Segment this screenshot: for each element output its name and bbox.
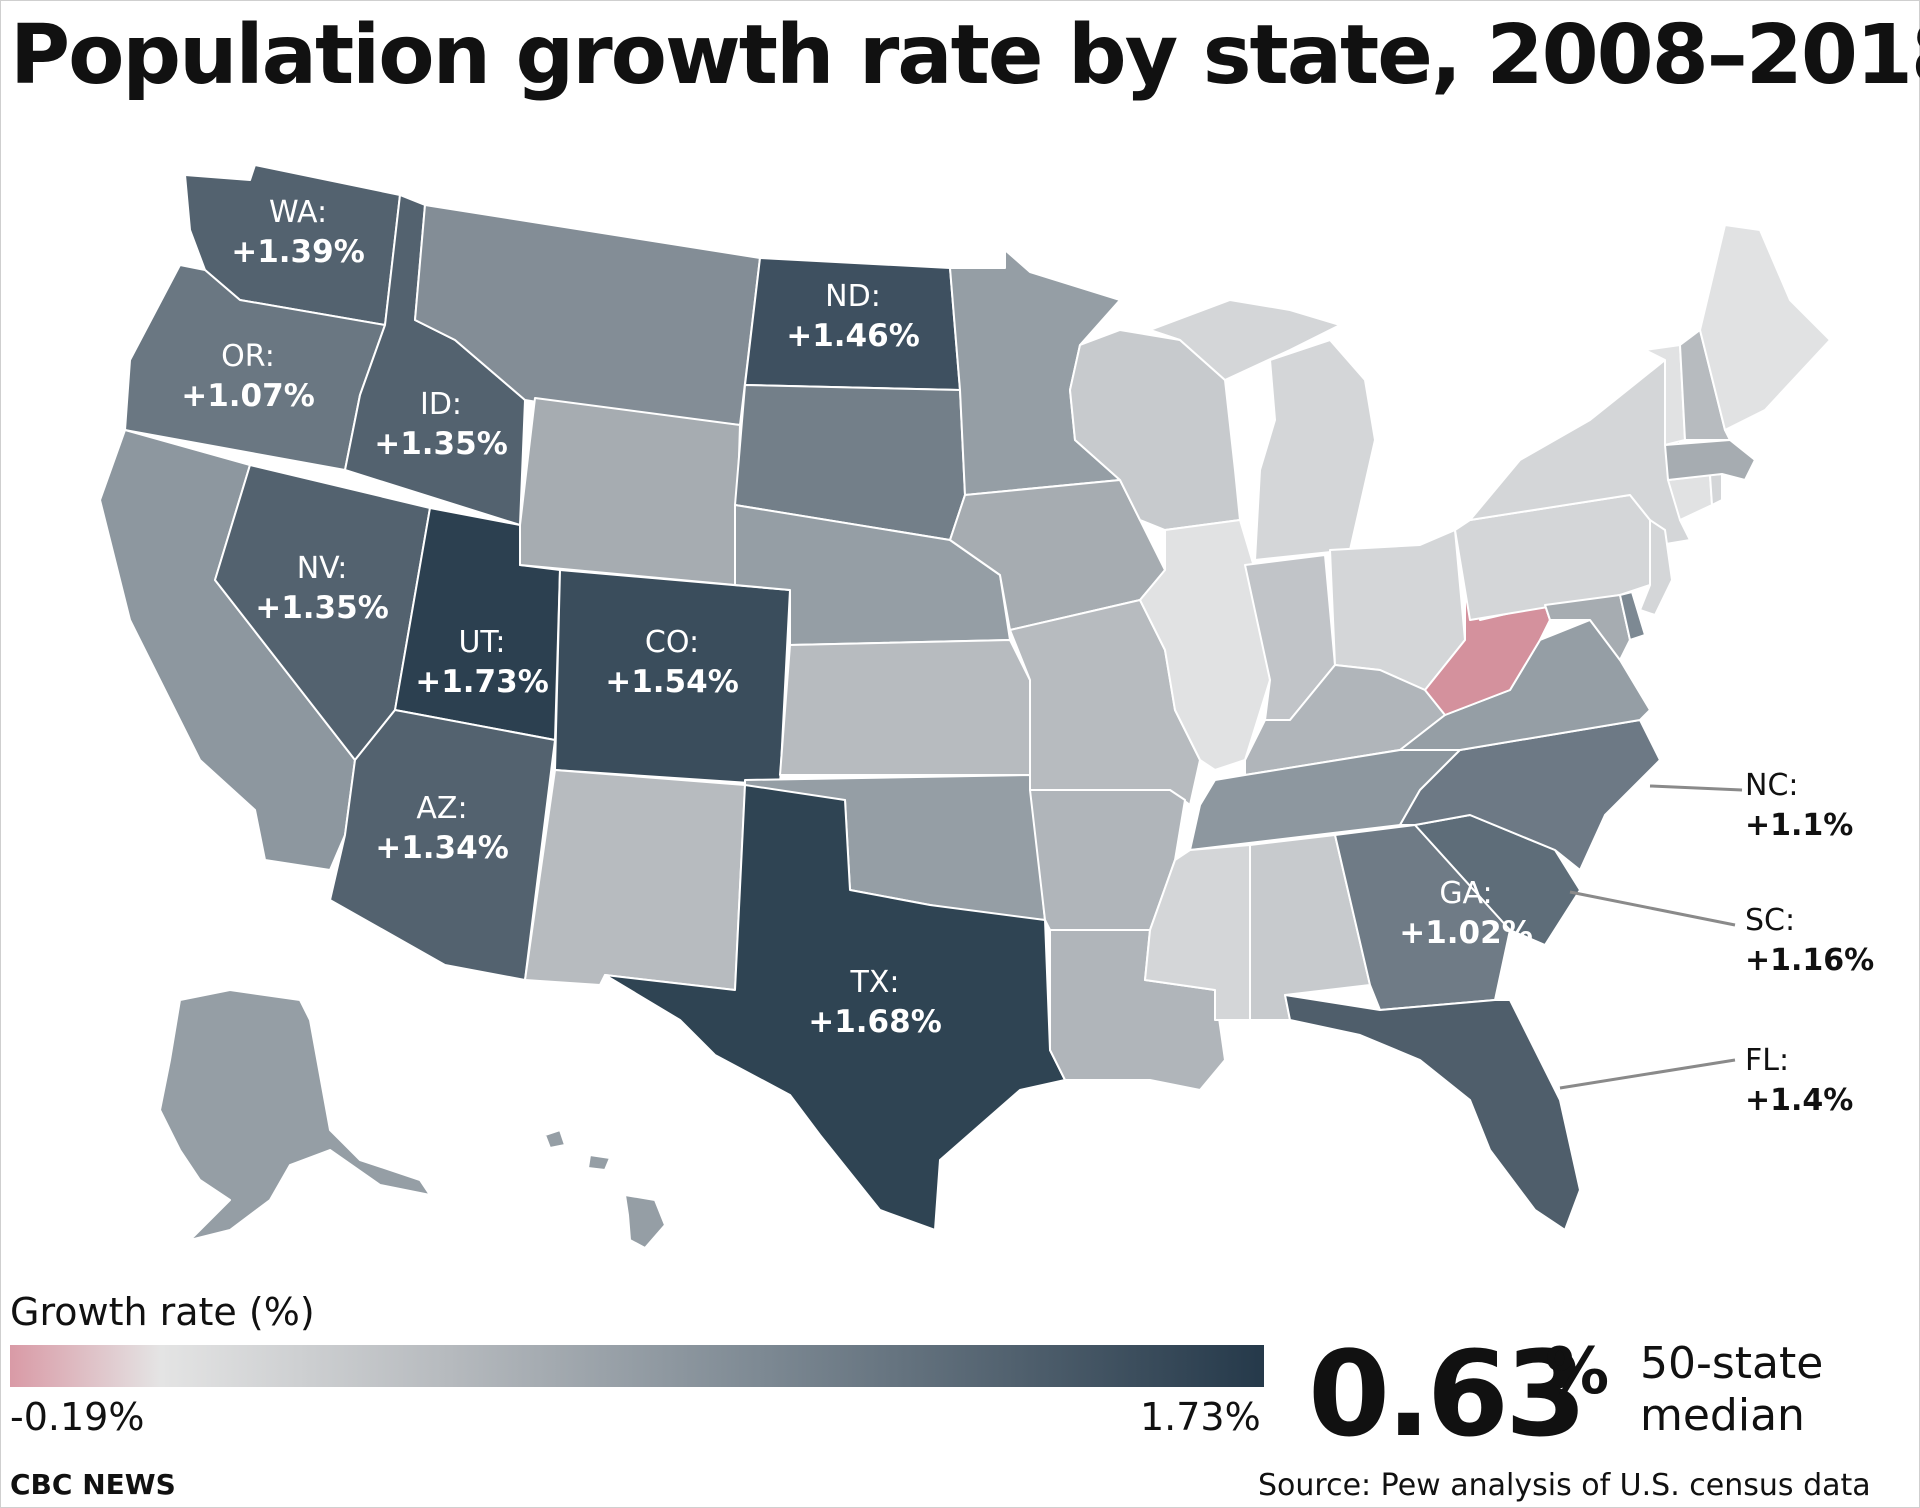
state-label-code: OR: (221, 339, 275, 374)
callout-leaders (1559, 784, 1743, 1090)
state-label-code: CO: (645, 625, 699, 660)
legend-title: Growth rate (%) (10, 1290, 315, 1334)
state-label-code: WA: (269, 195, 327, 230)
nc-leader-line (1649, 784, 1743, 792)
fl-callout-value: +1.4% (1745, 1083, 1854, 1118)
sc-leader-line (1569, 890, 1736, 927)
brand-logo-text: CBC NEWS (10, 1468, 176, 1501)
state-MI-UP (1149, 299, 1341, 381)
state-WY (519, 397, 741, 586)
us-choropleth-map: WA: +1.39% OR: +1.07% ID: +1.35% NV: +1.35% UT: +… (99, 164, 1831, 1249)
state-label-code: ND: (825, 279, 881, 314)
state-label-value: +1.54% (605, 664, 739, 700)
state-label-value: +1.46% (786, 318, 920, 354)
state-AK (159, 989, 431, 1241)
state-IL (1139, 519, 1271, 771)
state-label-code: UT: (458, 625, 505, 660)
fl-leader-line (1559, 1058, 1736, 1090)
state-TX (604, 784, 1066, 1231)
state-label-code: NV: (297, 551, 348, 586)
state-NH (1679, 329, 1731, 441)
map-title: Population growth rate by state, 2008–20… (10, 8, 1920, 103)
state-labels-layer: WA: +1.39% OR: +1.07% ID: +1.35% NV: +1.35% UT: +… (181, 195, 1533, 1040)
state-VT (1644, 344, 1686, 446)
state-label-code: GA: (1439, 876, 1492, 911)
sc-callout-value: +1.16% (1745, 943, 1875, 978)
legend-max-label: 1.73% (1140, 1395, 1261, 1439)
state-HI (544, 1129, 666, 1249)
state-label-code: TX: (850, 965, 900, 1000)
nc-callout-code: NC: (1745, 768, 1799, 803)
state-label-value: +1.07% (181, 378, 315, 414)
state-RI (1709, 473, 1723, 506)
median-value: 0.63 (1308, 1325, 1587, 1463)
fl-callout-code: FL: (1745, 1043, 1790, 1078)
states-layer (99, 164, 1831, 1249)
state-label-value: +1.35% (255, 590, 389, 626)
state-MI (1254, 339, 1376, 561)
legend-min-label: -0.19% (10, 1395, 145, 1439)
state-label-value: +1.35% (374, 426, 508, 462)
state-MA (1664, 439, 1756, 481)
state-ME (1699, 224, 1831, 431)
state-MS (1144, 844, 1251, 1021)
state-label-code: AZ: (416, 791, 467, 826)
state-NM (524, 769, 746, 991)
sc-callout-code: SC: (1745, 903, 1796, 938)
state-AZ (329, 709, 556, 981)
source-note: Source: Pew analysis of U.S. census data (1258, 1468, 1871, 1503)
state-NC (1399, 719, 1661, 871)
median-unit: % (1545, 1335, 1610, 1409)
state-label-value: +1.02% (1399, 915, 1533, 951)
state-label-value: +1.68% (808, 1004, 942, 1040)
state-FL (1284, 994, 1581, 1231)
state-label-code: ID: (420, 387, 462, 422)
state-KS (779, 639, 1031, 776)
state-label-value: +1.73% (415, 664, 549, 700)
state-label-value: +1.34% (375, 830, 509, 866)
state-label-value: +1.39% (231, 234, 365, 270)
nc-callout-value: +1.1% (1745, 808, 1854, 843)
state-NJ (1639, 519, 1673, 616)
median-label: 50-state median (1640, 1338, 1824, 1441)
state-DE (1619, 591, 1646, 641)
legend-color-ramp (10, 1345, 1264, 1387)
